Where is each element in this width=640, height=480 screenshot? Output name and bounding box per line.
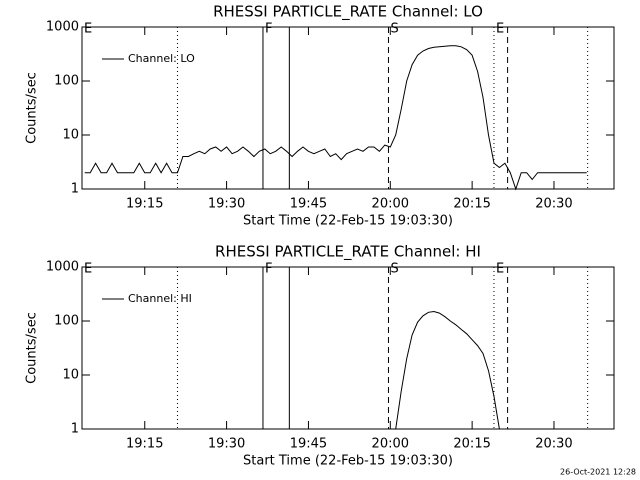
marker-label: S (390, 22, 398, 37)
marker-label: E (496, 262, 504, 277)
y-tick-label: 100 (54, 314, 79, 329)
y-axis-label: Counts/sec (25, 312, 40, 384)
chart-title: RHESSI PARTICLE_RATE Channel: HI (215, 243, 481, 262)
legend-label: Channel: HI (128, 292, 192, 305)
x-tick-label: 19:30 (208, 197, 245, 212)
marker-label: E (496, 22, 504, 37)
y-tick-label: 1 (71, 422, 79, 437)
marker-label: E (84, 262, 92, 277)
x-tick-label: 19:15 (126, 197, 163, 212)
x-tick-label: 19:45 (290, 197, 327, 212)
plot-frame (81, 26, 615, 190)
x-tick-label: 19:15 (126, 437, 163, 452)
y-tick-label: 1000 (46, 260, 79, 275)
x-tick-label: 20:15 (453, 437, 490, 452)
x-axis-label: Start Time (22-Feb-15 19:03:30) (243, 454, 453, 469)
y-tick-label: 10 (62, 368, 79, 383)
y-tick-label: 100 (54, 74, 79, 89)
x-tick-label: 20:00 (372, 437, 409, 452)
x-axis-label: Start Time (22-Feb-15 19:03:30) (243, 214, 453, 229)
footer: 26-Oct-2021 12:28 (560, 468, 636, 477)
x-tick-label: 20:00 (372, 197, 409, 212)
y-tick-label: 1 (71, 182, 79, 197)
legend-label: Channel: LO (128, 52, 195, 65)
x-tick-label: 20:15 (453, 197, 490, 212)
x-tick-label: 19:45 (290, 437, 327, 452)
marker-label: F (265, 22, 272, 37)
x-tick-label: 20:30 (535, 437, 572, 452)
y-tick-label: 10 (62, 128, 79, 143)
series-line (84, 45, 587, 191)
marker-label: S (390, 262, 398, 277)
chart-title: RHESSI PARTICLE_RATE Channel: LO (213, 3, 483, 22)
marker-label: E (84, 22, 92, 37)
x-tick-label: 19:30 (208, 437, 245, 452)
x-tick-label: 20:30 (535, 197, 572, 212)
marker-label: F (265, 262, 272, 277)
plot-frame (81, 266, 615, 430)
y-tick-label: 1000 (46, 20, 79, 35)
series-line (395, 310, 500, 430)
y-axis-label: Counts/sec (25, 72, 40, 144)
